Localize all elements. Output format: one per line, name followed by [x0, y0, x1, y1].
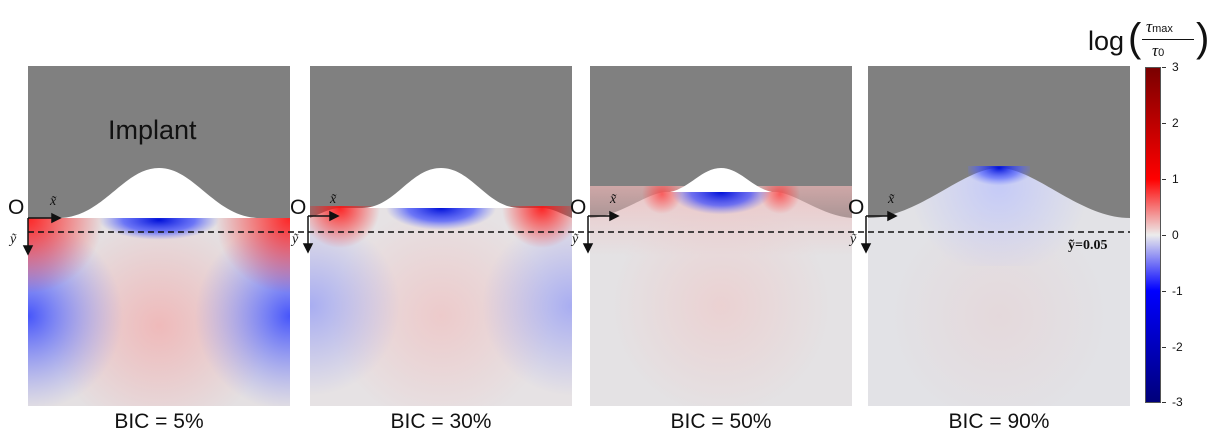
- colorbar-tick-label: 0: [1172, 228, 1179, 242]
- colorbar-numerator: τmax: [1146, 17, 1173, 36]
- stress-panel-bic-50: [590, 66, 852, 406]
- panel-label-bic-30: BIC = 30%: [390, 410, 492, 433]
- y-axis-label: ỹ: [850, 232, 857, 247]
- colorbar-paren-right: ): [1196, 16, 1210, 60]
- colorbar-tick: [1162, 291, 1166, 292]
- colorbar-tick: [1162, 402, 1166, 403]
- panel-label-bic-50: BIC = 50%: [670, 410, 772, 433]
- x-axis-label: x̃: [888, 192, 895, 207]
- colorbar-tick-label: -2: [1172, 340, 1183, 354]
- origin-label: O: [8, 196, 25, 219]
- colorbar-tick: [1162, 179, 1166, 180]
- ytilde-annotation: ỹ=0.05: [1068, 238, 1108, 253]
- colorbar-tick: [1162, 67, 1166, 68]
- colorbar-title-log: log: [1088, 26, 1125, 56]
- colorbar-paren-left: (: [1128, 16, 1142, 60]
- colorbar-tick: [1162, 123, 1166, 124]
- x-axis-label: x̃: [50, 194, 57, 209]
- colorbar-denominator: τ0: [1152, 41, 1165, 60]
- colorbar-tick-label: 1: [1172, 172, 1179, 186]
- colorbar-tick-label: -1: [1172, 284, 1183, 298]
- y-axis-label: ỹ: [292, 232, 299, 247]
- colorbar-tick-label: 3: [1172, 60, 1179, 74]
- x-axis-label: x̃: [330, 192, 337, 207]
- origin-label: O: [848, 196, 865, 219]
- stress-panel-bic-90: [868, 66, 1130, 406]
- colorbar-title: log ( τmax τ0 ): [1088, 14, 1216, 64]
- implant-label: Implant: [108, 115, 197, 145]
- origin-label: O: [570, 196, 587, 219]
- colorbar-tick-label: 2: [1172, 116, 1179, 130]
- panel-label-bic-90: BIC = 90%: [948, 410, 1050, 433]
- colorbar: [1145, 67, 1161, 403]
- stress-panel-bic-5: [28, 66, 290, 406]
- y-axis-label: ỹ: [572, 232, 579, 247]
- stress-panel-bic-30: [310, 66, 572, 406]
- origin-label: O: [290, 196, 307, 219]
- y-axis-label: ỹ: [10, 232, 17, 247]
- colorbar-tick: [1162, 235, 1166, 236]
- colorbar-tick-label: -3: [1172, 395, 1183, 409]
- colorbar-fraction-bar: [1142, 39, 1194, 40]
- panel-label-bic-5: BIC = 5%: [114, 410, 204, 433]
- colorbar-tick: [1162, 347, 1166, 348]
- x-axis-label: x̃: [610, 192, 617, 207]
